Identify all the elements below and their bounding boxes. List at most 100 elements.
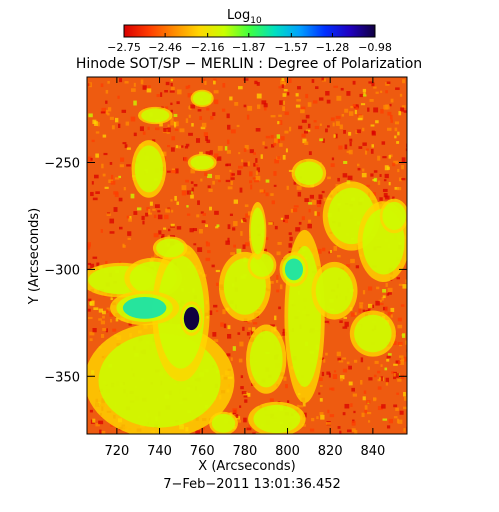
heatmap-speckle <box>384 173 389 179</box>
heatmap-speckle <box>90 300 95 306</box>
y-axis-label: Y (Arcseconds) <box>27 208 42 305</box>
heatmap-speckle <box>270 115 276 118</box>
heatmap-speckle <box>375 91 379 94</box>
heatmap-speckle <box>142 131 146 135</box>
heatmap-speckle <box>170 117 174 122</box>
heatmap-speckle <box>296 99 301 102</box>
heatmap-speckle <box>394 127 398 132</box>
heatmap-speckle <box>350 105 353 109</box>
heatmap-speckle <box>367 308 371 311</box>
heatmap-speckle <box>365 150 368 155</box>
heatmap-speckle <box>373 86 377 89</box>
heatmap-speckle <box>287 400 290 404</box>
heatmap-speckle <box>109 162 113 165</box>
heatmap-speckle <box>263 248 267 254</box>
heatmap-speckle <box>377 180 381 186</box>
heatmap-speckle <box>393 373 398 377</box>
heatmap-speckle <box>390 119 393 123</box>
heatmap-speckle <box>372 192 376 197</box>
heatmap-speckle <box>190 194 194 199</box>
heatmap-speckle <box>332 122 335 127</box>
heatmap-speckle <box>328 373 331 378</box>
heatmap-speckle <box>190 104 196 109</box>
heatmap-speckle <box>209 150 213 155</box>
heatmap-speckle <box>139 126 144 132</box>
x-tick-label: 780 <box>232 444 257 459</box>
heatmap-speckle <box>184 145 189 149</box>
heatmap-speckle <box>277 241 282 245</box>
heatmap-speckle <box>335 115 341 119</box>
heatmap-speckle <box>364 405 368 410</box>
heatmap-speckle <box>225 179 231 183</box>
heatmap-speckle <box>402 79 406 84</box>
heatmap-speckle <box>202 212 206 216</box>
heatmap-speckle <box>112 328 117 332</box>
heatmap-speckle <box>260 154 263 159</box>
heatmap-speckle <box>380 109 384 114</box>
heatmap-speckle <box>401 164 405 170</box>
heatmap-speckle <box>373 397 377 402</box>
heatmap-speckle <box>327 176 331 180</box>
heatmap-speckle <box>198 228 203 234</box>
heatmap-speckle <box>227 333 232 339</box>
heatmap-speckle <box>170 82 173 87</box>
heatmap-speckle <box>100 430 106 434</box>
heatmap-speckle <box>277 121 281 125</box>
heatmap-speckle <box>346 429 352 433</box>
heatmap-speckle <box>270 144 275 148</box>
heatmap-speckle <box>384 165 389 171</box>
heatmap-speckle <box>208 310 213 316</box>
heatmap-speckle <box>373 374 377 378</box>
heatmap-speckle <box>338 145 343 150</box>
colorbar-tick-label: −0.98 <box>358 41 392 54</box>
heatmap-speckle <box>225 163 229 167</box>
heatmap-speckle <box>174 195 177 201</box>
heatmap-speckle <box>239 405 242 408</box>
heatmap-speckle <box>387 311 393 316</box>
heatmap-speckle <box>214 99 219 105</box>
heatmap-speckle <box>377 155 381 161</box>
heatmap-speckle <box>163 214 169 220</box>
heatmap-speckle <box>167 127 171 133</box>
heatmap-speckle <box>363 92 366 95</box>
heatmap-speckle <box>391 340 397 345</box>
heatmap-speckle <box>342 368 348 373</box>
heatmap-speckle <box>385 377 390 383</box>
chart-title: Hinode SOT/SP − MERLIN : Degree of Polar… <box>76 56 422 72</box>
heatmap-speckle <box>325 422 331 425</box>
heatmap-speckle <box>321 78 327 82</box>
heatmap-speckle <box>400 304 405 307</box>
heatmap-speckle <box>342 173 348 178</box>
heatmap-speckle <box>92 256 98 259</box>
heatmap-speckle <box>226 163 232 167</box>
heatmap-speckle <box>101 163 104 169</box>
heatmap-speckle <box>320 414 325 420</box>
heatmap-speckle <box>386 355 391 359</box>
colorbar <box>123 24 376 38</box>
heatmap-speckle <box>146 207 150 211</box>
heatmap-speckle <box>377 386 382 390</box>
heatmap-speckle <box>199 428 204 433</box>
heatmap-speckle <box>215 175 220 180</box>
heatmap-speckle <box>278 306 281 310</box>
heatmap-speckle <box>102 315 105 319</box>
heatmap-speckle <box>308 219 311 223</box>
heatmap-speckle <box>278 86 282 89</box>
heatmap-speckle <box>333 246 338 251</box>
heatmap-speckle <box>100 229 103 233</box>
x-axis-ticks: 720 740 760 780 800 820 840 <box>104 77 385 459</box>
heatmap-speckle <box>249 171 253 177</box>
heatmap-speckle <box>176 101 180 105</box>
heatmap-speckle <box>322 247 326 252</box>
heatmap-speckle <box>382 156 387 159</box>
y-tick-label: −250 <box>44 157 80 172</box>
heatmap-speckle <box>385 282 388 287</box>
heatmap-speckle <box>403 396 407 401</box>
heatmap-speckle <box>390 98 394 103</box>
heatmap-speckle <box>188 114 191 118</box>
heatmap-speckle <box>263 107 267 111</box>
heatmap-speckle <box>244 204 249 208</box>
heatmap-speckle <box>401 177 406 181</box>
heatmap-speckle <box>178 145 181 149</box>
